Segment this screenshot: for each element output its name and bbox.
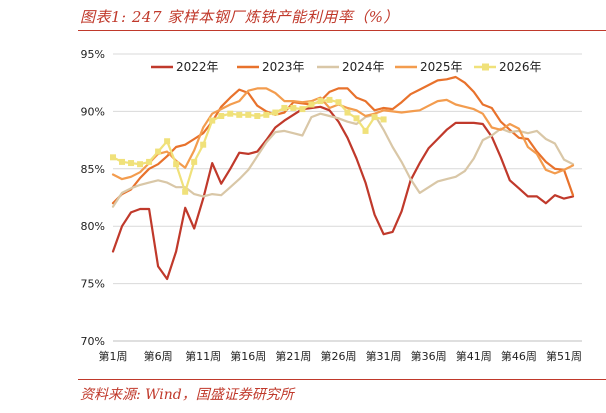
y-tick-label: 90%	[81, 105, 105, 118]
series-2	[111, 75, 575, 205]
y-axis: 70% 75% 80% 85% 90% 95%	[81, 48, 105, 348]
data-point	[263, 111, 270, 118]
data-point	[182, 188, 189, 195]
x-tick-label: 第21周	[275, 349, 311, 363]
data-point	[164, 138, 171, 145]
data-point	[317, 98, 324, 105]
data-point	[380, 116, 387, 123]
legend-label: 2022年	[176, 60, 219, 74]
legend-label: 2025年	[420, 60, 463, 74]
series-3	[111, 112, 575, 208]
x-tick-label: 第6周	[144, 349, 173, 363]
data-point	[155, 148, 162, 155]
y-tick-label: 95%	[81, 48, 105, 61]
data-point	[227, 110, 234, 117]
data-point	[344, 109, 351, 116]
x-tick-label: 第41周	[456, 349, 492, 363]
data-point	[173, 161, 180, 168]
x-tick-label: 第11周	[185, 349, 221, 363]
data-point	[281, 104, 288, 111]
x-tick-label: 第1周	[99, 349, 128, 363]
x-tick-label: 第26周	[320, 349, 356, 363]
data-point	[200, 141, 207, 148]
x-tick-label: 第46周	[501, 349, 537, 363]
data-point	[128, 160, 135, 167]
data-point	[272, 109, 279, 116]
data-point	[299, 106, 306, 113]
x-axis: 第1周 第6周 第11周 第16周 第21周 第26周 第31周 第36周 第41周 第46周 第5…	[99, 340, 582, 363]
data-point	[335, 99, 342, 106]
legend-marker	[482, 63, 489, 71]
chart-title: 图表1: 247 家样本钢厂炼铁产能利用率（%）	[80, 8, 400, 26]
data-point	[209, 117, 216, 124]
grid-lines	[113, 53, 582, 342]
header-divider	[78, 30, 606, 31]
data-point	[110, 154, 116, 161]
x-tick-label: 第51周	[546, 349, 582, 363]
data-point	[353, 115, 360, 122]
source-note: 资料来源: Wind，国盛证券研究所	[80, 387, 294, 403]
x-tick-label: 第36周	[411, 349, 447, 363]
y-tick-label: 80%	[81, 220, 105, 233]
data-point	[137, 161, 144, 168]
data-point	[362, 127, 369, 134]
data-point	[218, 112, 225, 119]
legend-item-2: 2023年	[237, 60, 305, 74]
legend-item-5: 2026年	[474, 60, 542, 74]
data-point	[254, 112, 261, 119]
footer-divider	[78, 379, 606, 380]
x-tick-label: 第16周	[230, 349, 266, 363]
legend-item-1: 2022年	[151, 60, 219, 74]
legend-item-3: 2024年	[317, 60, 385, 74]
data-point	[290, 104, 297, 111]
data-point	[191, 158, 198, 165]
series-line	[111, 112, 575, 208]
series-5	[110, 96, 387, 195]
legend: 2022年 2023年 2024年 2025年 2026年	[151, 60, 542, 74]
data-point	[119, 158, 126, 165]
series-1	[111, 105, 575, 281]
data-point	[371, 114, 378, 121]
legend-label: 2023年	[262, 60, 305, 74]
y-tick-label: 75%	[81, 278, 105, 291]
y-tick-label: 85%	[81, 163, 105, 176]
legend-item-4: 2025年	[395, 60, 463, 74]
legend-label: 2024年	[342, 60, 385, 74]
series-line	[111, 105, 575, 281]
data-point	[326, 96, 333, 103]
y-tick-label: 70%	[81, 335, 105, 348]
data-point	[308, 101, 315, 108]
series-line	[111, 75, 575, 205]
series-group	[110, 75, 575, 281]
data-point	[146, 158, 153, 165]
data-point	[245, 111, 252, 118]
data-point	[236, 111, 243, 118]
legend-label: 2026年	[499, 60, 542, 74]
x-tick-label: 第31周	[366, 349, 402, 363]
